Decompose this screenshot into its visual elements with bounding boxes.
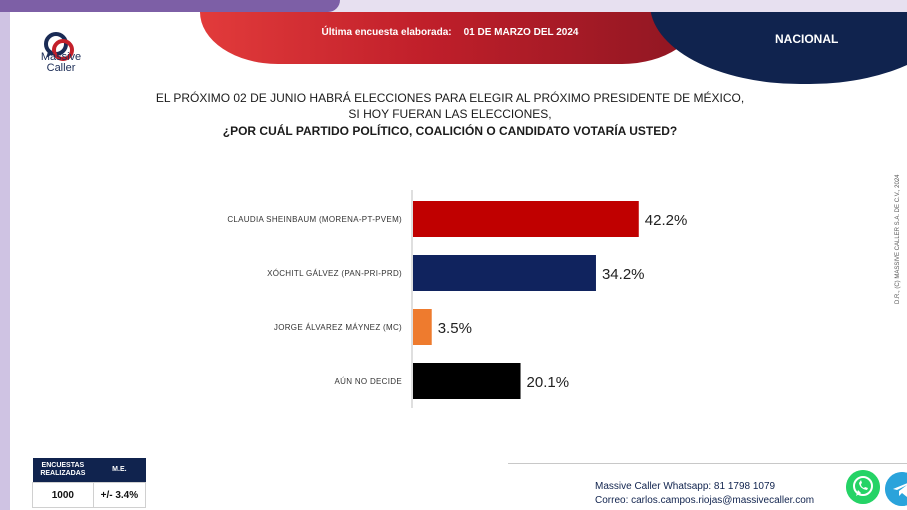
category-label: XÓCHITL GÁLVEZ (PAN-PRI-PRD): [267, 269, 402, 278]
contact-info: Massive Caller Whatsapp: 81 1798 1079 Co…: [595, 480, 814, 508]
question-line-2: SI HOY FUERAN LAS ELECCIONES,: [348, 107, 552, 121]
margin-error-header: M.E.: [93, 458, 146, 483]
purple-tab: [0, 0, 340, 12]
category-label: JORGE ÁLVAREZ MÁYNEZ (MC): [274, 323, 402, 332]
bar: [413, 309, 432, 345]
logo-line-2: Caller: [46, 62, 76, 74]
contact-email: Correo: carlos.campos.riojas@massivecall…: [595, 495, 815, 506]
massive-caller-logo-icon: [44, 32, 74, 61]
surveys-header-line-2: REALIZADAS: [40, 470, 86, 477]
data-label: 42.2%: [645, 212, 688, 229]
contact-whatsapp: Massive Caller Whatsapp: 81 1798 1079: [595, 481, 776, 492]
banner-text: Última encuesta elaborada: 01 DE MARZO DE…: [200, 27, 700, 38]
surveys-header-line-1: ENCUESTAS: [41, 462, 85, 469]
category-label: AÚN NO DECIDE: [335, 377, 402, 386]
surveys-header: ENCUESTAS REALIZADAS: [32, 458, 94, 483]
latest-survey-date: 01 DE MARZO DEL 2024: [463, 27, 579, 38]
footer-divider: [508, 463, 907, 464]
bar: [413, 363, 521, 399]
surveys-value: 1000: [32, 482, 94, 508]
whatsapp-icon[interactable]: [846, 470, 880, 504]
data-label: 3.5%: [438, 320, 472, 337]
date-banner: Última encuesta elaborada: 01 DE MARZO DE…: [200, 12, 700, 64]
bar: [413, 255, 596, 291]
question-line-1: EL PRÓXIMO 02 DE JUNIO HABRÁ ELECCIONES …: [155, 91, 745, 105]
margin-error-value: +/- 3.4%: [92, 482, 147, 508]
telegram-icon[interactable]: [885, 472, 907, 506]
category-label: CLAUDIA SHEINBAUM (MORENA-PT-PVEM): [227, 215, 402, 224]
logo-line-1: Massive: [40, 51, 82, 63]
latest-survey-label: Última encuesta elaborada:: [321, 27, 452, 38]
data-label: 34.2%: [602, 266, 645, 283]
survey-stats-table: ENCUESTAS REALIZADAS M.E. 1000 +/- 3.4%: [32, 458, 147, 508]
vote-intention-chart: CLAUDIA SHEINBAUM (MORENA-PT-PVEM) 42.2% X…: [227, 190, 688, 408]
scope-label: NACIONAL: [775, 32, 839, 46]
logo-text: Massive Caller: [32, 52, 90, 74]
copyright-note: D.R., (C) MASSIVE CALLER S.A. DE C.V., 2…: [895, 174, 901, 305]
data-label: 20.1%: [527, 374, 570, 391]
poll-card: Última encuesta elaborada: 01 DE MARZO DE…: [10, 12, 907, 510]
bar: [413, 201, 639, 237]
question-line-3: ¿POR CUÁL PARTIDO POLÍTICO, COALICIÓN O …: [222, 124, 678, 138]
